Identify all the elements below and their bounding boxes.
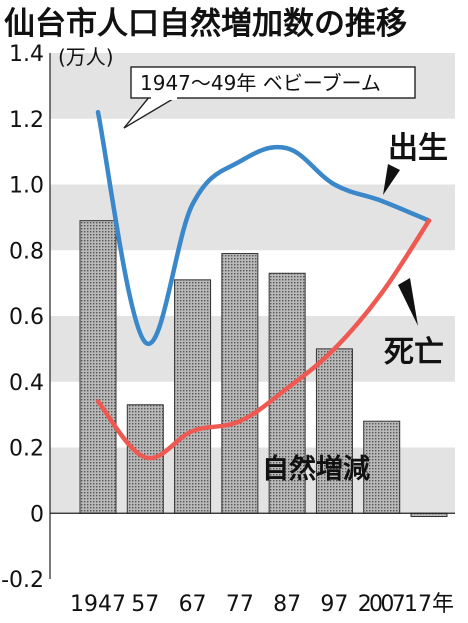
annotation-box [130,66,416,99]
bar-67 [174,279,212,514]
bar-1947 [79,220,117,514]
line-birth [95,109,432,347]
y-tick-label: 0.8 [9,239,44,264]
bar-series [79,220,448,518]
y-tick-label: 1.2 [9,108,44,133]
bar-series-label: 自然増減 [262,453,370,485]
bar-97 [315,348,353,514]
y-tick-label: 1.4 [9,42,44,67]
bar-2007 [363,420,401,514]
annotation-text: 1947〜49年 ベビーブーム [140,71,381,95]
line-death [95,218,432,461]
birth-label-pointer [383,164,400,195]
chart-title: 仙台市人口自然増加数の推移 [4,6,407,42]
x-tick-label: 57 [131,592,159,617]
x-tick-label: 17年 [404,592,454,617]
x-tick-label: 67 [179,592,207,617]
y-tick-label: 1.0 [9,174,44,199]
bar-77 [221,253,259,514]
birth-series-label: 出生 [388,131,448,166]
death-label-pointer [398,278,418,326]
x-tick-label: 1947 [70,592,126,617]
x-tick-label: 97 [320,592,348,617]
y-tick-label: -0.2 [1,568,44,593]
y-tick-label: 0.4 [9,371,44,396]
birth-label-group: 出生 [383,131,448,195]
y-tick-label: 0.6 [9,305,44,330]
y-tick-label: 0.2 [9,437,44,462]
x-tick-label: 87 [273,592,301,617]
death-label-group: 死亡 [384,278,444,370]
x-tick-label: 2007 [358,592,406,617]
y-tick-labels: 1.4 1.2 1.0 0.8 0.6 0.4 0.2 0 -0.2 [1,42,44,593]
death-series-label: 死亡 [384,335,444,370]
y-unit-label: (万人) [58,45,114,69]
x-tick-label: 77 [226,592,254,617]
y-tick-label: 0 [30,502,44,527]
line-series [95,109,432,461]
annotation-callout: 1947〜49年 ベビーブーム [123,66,416,129]
